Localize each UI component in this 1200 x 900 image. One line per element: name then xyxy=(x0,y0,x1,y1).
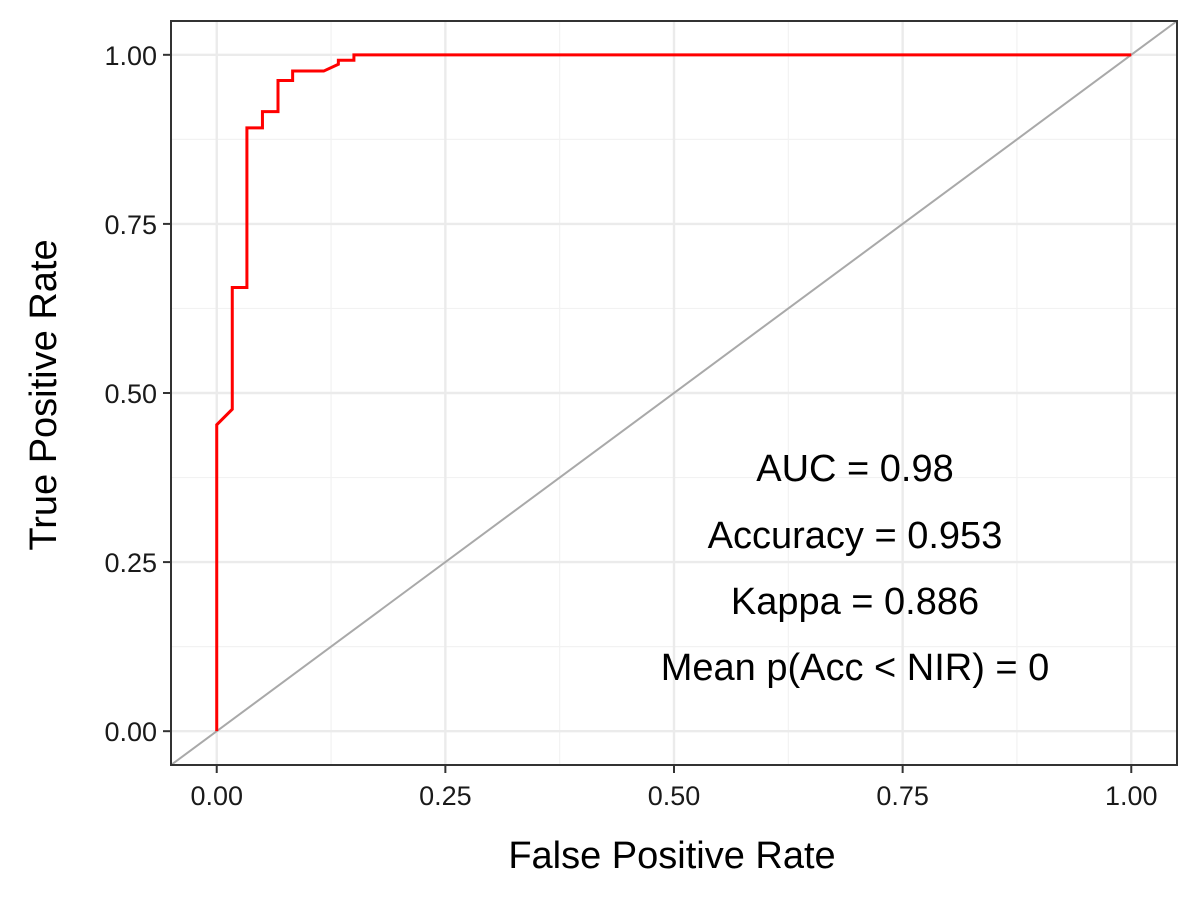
axis-ticks xyxy=(163,53,1133,773)
x-tick-label: 0.25 xyxy=(419,781,472,811)
y-tick-label: 0.50 xyxy=(104,379,157,409)
y-tick-label: 0.25 xyxy=(104,548,157,578)
reference-diagonal-line xyxy=(170,20,1178,766)
annotation-mean-p: Mean p(Acc < NIR) = 0 xyxy=(661,647,1050,689)
tick-labels: 0.00 0.25 0.50 0.75 1.00 0.00 0.25 0.50 0.75 1.00 xyxy=(104,41,1157,811)
x-axis-title: False Positive Rate xyxy=(508,835,835,877)
roc-curve-line xyxy=(215,53,1132,732)
annotation-kappa: Kappa = 0.886 xyxy=(731,581,979,623)
annotation-accuracy: Accuracy = 0.953 xyxy=(708,515,1003,557)
y-tick-label: 0.75 xyxy=(104,210,157,240)
y-tick-label: 0.00 xyxy=(104,717,157,747)
x-tick-label: 0.00 xyxy=(190,781,243,811)
x-tick-label: 1.00 xyxy=(1105,781,1158,811)
series-lines xyxy=(170,20,1178,766)
y-tick-label: 1.00 xyxy=(104,41,157,71)
annotation-auc: AUC = 0.98 xyxy=(756,448,954,490)
x-tick-label: 0.75 xyxy=(876,781,929,811)
y-axis-title: True Positive Rate xyxy=(23,239,65,550)
x-tick-label: 0.50 xyxy=(648,781,701,811)
